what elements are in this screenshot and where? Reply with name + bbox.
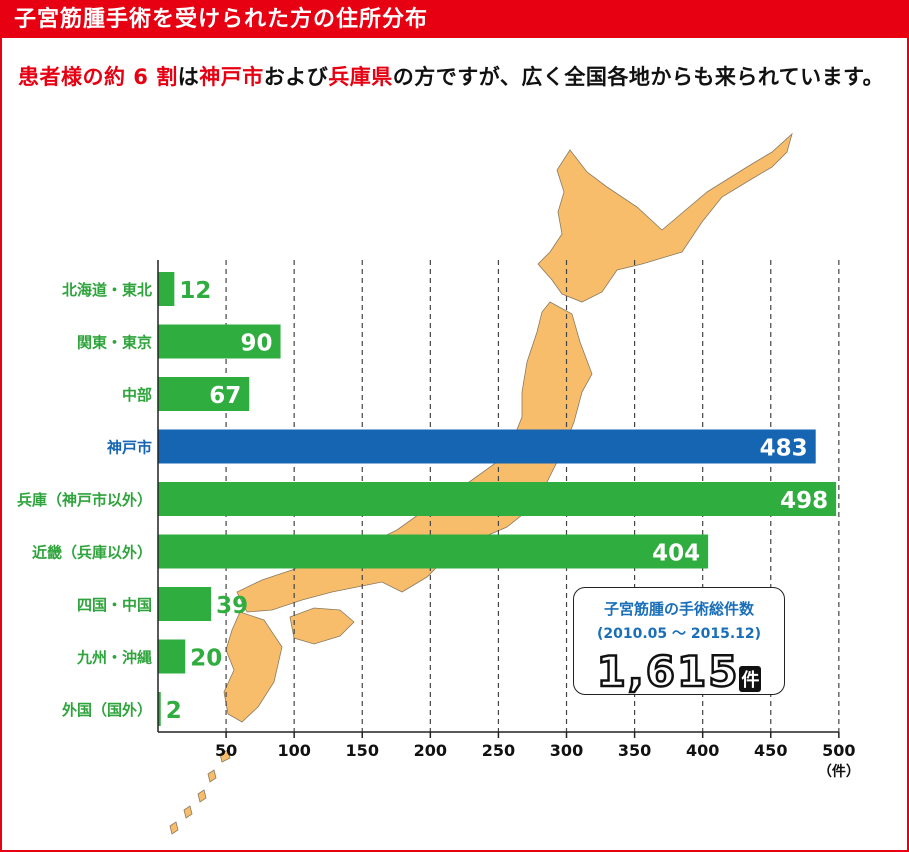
- value-label-7: 20: [190, 646, 222, 672]
- summary-box: 子宮筋腫の手術総件数 (2010.05 ～ 2015.12) 1,615 件: [573, 587, 785, 698]
- category-label-6: 四国・中国: [77, 596, 152, 614]
- x-tick-label-7: 400: [686, 741, 719, 760]
- x-tick-label-3: 200: [414, 741, 447, 760]
- x-tick-label-4: 250: [482, 741, 515, 760]
- x-axis-unit: （件）: [818, 763, 860, 780]
- intro-text: 患者様の約 6 割は神戸市および兵庫県の方ですが、広く全国各地からも来られていま…: [18, 62, 898, 93]
- map-island-2: [207, 769, 217, 783]
- intro-text-1: は: [177, 65, 200, 89]
- map-island-1: [219, 749, 231, 763]
- bar-5: [158, 534, 709, 569]
- summary-period: (2010.05 ～ 2015.12): [596, 626, 762, 642]
- map-island-5: [169, 821, 179, 835]
- value-label-8: 2: [166, 698, 182, 724]
- category-label-1: 関東・東京: [77, 334, 152, 352]
- summary-total: 1,615: [595, 646, 740, 698]
- summary-unit: 件: [739, 666, 762, 692]
- map-kyushu: [223, 611, 283, 723]
- intro-highlight-hyogo: 兵庫県: [328, 65, 393, 89]
- value-label-5: 404: [652, 541, 700, 567]
- page-title: 子宮筋腫手術を受けられた方の住所分布: [2, 2, 907, 38]
- x-tick-label-5: 300: [550, 741, 583, 760]
- summary-title: 子宮筋腫の手術総件数: [603, 600, 754, 618]
- x-tick-label-0: 50: [215, 741, 237, 760]
- value-label-3: 483: [760, 436, 808, 462]
- value-label-0: 12: [179, 278, 211, 304]
- x-tick-label-2: 150: [346, 741, 379, 760]
- intro-text-2: および: [263, 65, 329, 89]
- bar-2: [158, 377, 250, 411]
- bar-7: [158, 639, 186, 674]
- value-label-6: 39: [216, 593, 248, 619]
- bar-8: [158, 692, 161, 726]
- bar-4: [158, 482, 837, 516]
- bar-1: [158, 324, 281, 359]
- x-tick-label-8: 450: [754, 741, 787, 760]
- category-label-3: 神戸市: [107, 439, 152, 457]
- value-label-4: 498: [780, 488, 828, 514]
- chart-bars: [158, 272, 837, 726]
- map-shikoku: [289, 607, 355, 645]
- category-label-4: 兵庫（神戸市以外）: [17, 491, 152, 509]
- x-tick-label-9: 500: [822, 741, 855, 760]
- intro-highlight-ratio: 患者様の約 6 割: [18, 65, 178, 89]
- map-island-3: [197, 789, 207, 803]
- category-label-8: 外国（国外）: [61, 701, 152, 719]
- intro-highlight-kobe: 神戸市: [199, 65, 264, 89]
- bar-0: [158, 272, 175, 306]
- category-label-0: 北海道・東北: [62, 281, 152, 299]
- value-label-2: 67: [209, 383, 241, 409]
- x-tick-label-6: 350: [618, 741, 651, 760]
- bar-3: [158, 429, 816, 464]
- category-label-5: 近畿（兵庫以外）: [32, 544, 152, 562]
- map-island-4: [183, 805, 193, 819]
- chart-x-axis: 50 100 150 200 250 300 350 400 450 500 （件）: [157, 260, 860, 780]
- intro-text-3: の方ですが、広く全国各地からも来られています。: [392, 65, 885, 89]
- x-tick-label-1: 100: [277, 741, 310, 760]
- value-label-1: 90: [241, 331, 273, 357]
- category-label-2: 中部: [122, 386, 152, 404]
- map-hokkaido: [537, 132, 793, 303]
- summary-total-wrap: 1,615 件: [574, 646, 784, 698]
- category-label-7: 九州・沖縄: [76, 649, 152, 667]
- bar-6: [158, 587, 212, 621]
